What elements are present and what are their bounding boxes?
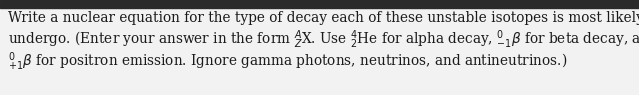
Text: Write a nuclear equation for the type of decay each of these unstable isotopes i: Write a nuclear equation for the type of… (8, 11, 639, 25)
Bar (0, 0, 639, 8)
Text: $^{0}_{+1}\beta$ for positron emission. Ignore gamma photons, neutrinos, and ant: $^{0}_{+1}\beta$ for positron emission. … (8, 51, 567, 73)
Text: undergo. (Enter your answer in the form $^{A}_{Z}$X. Use $^{4}_{2}$He for alpha : undergo. (Enter your answer in the form … (8, 29, 639, 51)
